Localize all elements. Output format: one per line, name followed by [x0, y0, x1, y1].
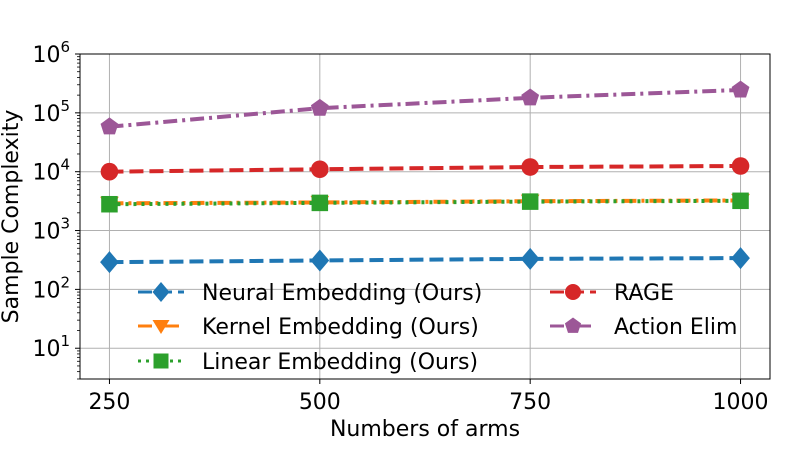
legend-item: Action Elim — [550, 315, 737, 340]
y-tick-label: 104 — [32, 156, 70, 186]
data-point — [731, 80, 750, 98]
data-point — [311, 194, 329, 212]
y-tick-label: 106 — [32, 38, 70, 68]
legend-label: RAGE — [614, 281, 674, 306]
x-tick-label: 750 — [509, 390, 551, 415]
y-tick-label: 101 — [32, 332, 70, 362]
data-point — [310, 98, 329, 116]
data-point — [731, 247, 750, 270]
data-point — [521, 158, 539, 176]
series-2 — [101, 192, 749, 213]
x-axis-ticks: 250 500 750 1000 — [88, 379, 769, 415]
y-axis-title: Sample Complexity — [0, 110, 24, 324]
legend: Neural Embedding (Ours) Kernel Embedding … — [138, 281, 737, 375]
series-line — [109, 198, 741, 206]
legend-label: Neural Embedding (Ours) — [202, 281, 482, 306]
data-point — [520, 247, 540, 270]
x-tick-label: 250 — [88, 390, 130, 415]
legend-item: RAGE — [550, 281, 674, 306]
data-point — [310, 249, 330, 272]
data-point — [311, 160, 329, 179]
data-point — [731, 157, 750, 175]
data-point — [100, 162, 119, 181]
legend-item: Linear Embedding (Ours) — [138, 350, 478, 375]
data-point — [521, 193, 539, 210]
series-line — [109, 256, 741, 265]
data-point — [101, 195, 118, 213]
legend-marker — [565, 284, 581, 300]
series-line — [109, 163, 741, 174]
legend-marker — [153, 353, 169, 369]
x-tick-label: 500 — [299, 390, 341, 415]
series-line — [109, 198, 741, 207]
data-point — [732, 192, 749, 210]
series-0 — [100, 247, 750, 274]
series-line — [109, 87, 741, 129]
series-3 — [100, 157, 750, 181]
data-point — [100, 251, 119, 274]
legend-item: Kernel Embedding (Ours) — [138, 315, 479, 340]
legend-label: Linear Embedding (Ours) — [202, 350, 478, 375]
plot-area-frame — [79, 53, 771, 380]
y-tick-label: 103 — [32, 215, 70, 245]
data-point — [521, 88, 540, 106]
series-lines — [100, 80, 750, 274]
legend-marker — [152, 320, 170, 334]
x-tick-label: 1000 — [713, 390, 769, 415]
legend-item: Neural Embedding (Ours) — [138, 281, 482, 306]
data-point — [100, 117, 119, 135]
y-axis-ticks: 101 102 103 104 105 106 — [32, 38, 80, 380]
legend-marker — [152, 282, 170, 302]
legend-label: Kernel Embedding (Ours) — [202, 315, 479, 340]
y-tick-label: 105 — [32, 97, 70, 127]
legend-label: Action Elim — [614, 315, 737, 340]
series-4 — [100, 80, 750, 135]
x-axis-title: Numbers of arms — [330, 417, 520, 442]
y-tick-label: 102 — [32, 273, 70, 303]
legend-marker — [564, 317, 582, 333]
